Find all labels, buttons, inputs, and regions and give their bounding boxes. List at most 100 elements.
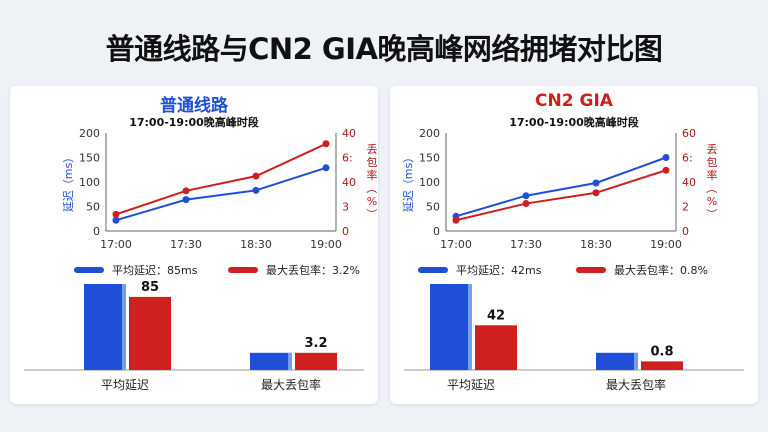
data-point-blue xyxy=(592,179,600,187)
bar-blue-highlight xyxy=(288,352,292,370)
legend-label-loss: 最大丢包率：3.2% xyxy=(266,264,360,277)
series-line-red xyxy=(455,169,667,222)
bar-category-label: 平均延迟 xyxy=(447,378,495,392)
legend: 平均延迟：85ms 最大丢包率：3.2% xyxy=(10,262,378,278)
bar-red xyxy=(129,296,171,370)
bar-blue xyxy=(250,352,292,370)
y-axis-label-right-char: 包 xyxy=(367,156,378,169)
y-tick-label-left: 150 xyxy=(419,152,440,165)
bar-data-label: 0.8 xyxy=(650,344,673,359)
y-tick-label-right: 40 xyxy=(342,127,356,140)
data-point-blue xyxy=(182,196,190,204)
y-axis-label-left: 延迟（ms） xyxy=(402,152,415,212)
data-point-red xyxy=(322,140,330,148)
y-axis-label-right-char: 丢 xyxy=(367,143,378,156)
y-tick-label-left: 200 xyxy=(79,127,100,140)
y-axis-label-right-char: 率 xyxy=(367,168,378,182)
x-tick-label: 19:00 xyxy=(310,238,342,251)
x-tick-label: 18:30 xyxy=(580,238,612,251)
y-axis-label-right-char: ） xyxy=(705,209,718,220)
y-axis-label-right-char: 丢 xyxy=(707,143,718,156)
y-axis-label-right-char: % xyxy=(367,195,377,208)
legend-swatch-blue xyxy=(418,267,448,273)
legend-swatch-blue xyxy=(74,267,104,273)
bar-red xyxy=(475,325,517,370)
y-tick-label-left: 100 xyxy=(419,176,440,189)
line-chart-standard: 0 50 100 150 200 0 3 40 6: 40 17:00 17:30 18:30 19:00… xyxy=(62,127,378,251)
bar-red xyxy=(641,361,683,370)
y-axis-label-right-char: （ xyxy=(365,183,378,194)
y-tick-label-right: 60 xyxy=(682,127,696,140)
legend-swatch-red xyxy=(576,267,606,273)
y-axis-label-right-char: 包 xyxy=(707,156,718,169)
y-tick-label-right: 0 xyxy=(342,225,349,238)
data-point-blue xyxy=(522,192,530,200)
series-line-red xyxy=(115,142,327,216)
y-tick-label-right: 40 xyxy=(342,176,356,189)
bar-data-label: 85 xyxy=(141,280,159,295)
legend-label-loss: 最大丢包率：0.8% xyxy=(614,264,708,277)
panel-subtitle: 17:00-19:00晚高峰时段 xyxy=(129,116,259,129)
y-tick-label-right: 6: xyxy=(682,152,693,165)
series-line-blue xyxy=(455,156,667,218)
bar-blue xyxy=(84,284,126,370)
legend: 平均延迟：42ms 最大丢包率：0.8% xyxy=(390,262,758,278)
data-point-red xyxy=(182,187,190,195)
bar-data-label: 3.2 xyxy=(304,336,327,351)
bar-chart-standard: 85 平均延迟 3.2 最大丢包率 xyxy=(24,280,364,392)
line-chart-cn2: 0 50 100 150 200 0 2 40 6: 60 17:00 17:30 18:30 19:00… xyxy=(402,127,718,251)
x-tick-label: 17:00 xyxy=(100,238,132,251)
y-axis-label-right-char: ） xyxy=(365,209,378,220)
x-tick-label: 17:30 xyxy=(170,238,202,251)
data-point-red xyxy=(592,189,600,197)
y-axis-label-right-char: 率 xyxy=(707,168,718,182)
bar-blue xyxy=(430,284,472,370)
panel-cn2-gia: CN2 GIA 17:00-19:00晚高峰时段 0 50 100 150 200 0 2 4… xyxy=(390,86,758,404)
data-point-red xyxy=(112,210,120,218)
legend-item-loss: 最大丢包率：3.2% xyxy=(228,262,360,278)
page-title: 普通线路与CN2 GIA晚高峰网络拥堵对比图 xyxy=(105,32,663,66)
panel-title: 普通线路 xyxy=(160,96,228,116)
y-tick-label-left: 50 xyxy=(86,201,100,214)
y-tick-label-left: 150 xyxy=(79,152,100,165)
bar-blue-highlight xyxy=(634,352,638,370)
y-axis-label-right-char: % xyxy=(707,195,717,208)
y-tick-label-left: 0 xyxy=(433,225,440,238)
bar-blue-highlight xyxy=(468,284,472,370)
x-tick-label: 17:30 xyxy=(510,238,542,251)
legend-label-latency: 平均延迟：42ms xyxy=(456,264,542,277)
bar-data-label: 42 xyxy=(487,308,505,323)
bar-red xyxy=(295,352,337,370)
data-point-red xyxy=(252,172,260,180)
y-tick-label-left: 50 xyxy=(426,201,440,214)
data-point-blue xyxy=(662,154,670,161)
y-tick-label-left: 100 xyxy=(79,176,100,189)
bar-category-label: 最大丢包率 xyxy=(261,377,321,392)
y-tick-label-right: 2 xyxy=(682,201,689,214)
y-tick-label-left: 0 xyxy=(93,225,100,238)
y-tick-label-right: 3 xyxy=(342,201,349,214)
y-tick-label-right: 6: xyxy=(342,152,353,165)
legend-item-loss: 最大丢包率：0.8% xyxy=(576,262,708,278)
data-point-blue xyxy=(112,216,120,224)
panel-standard-route: 普通线路 17:00-19:00晚高峰时段 0 50 100 150 200 0 3 40 6:… xyxy=(10,86,378,404)
panel-title: CN2 GIA xyxy=(535,91,613,111)
y-tick-label-right: 40 xyxy=(682,176,696,189)
bar-category-label: 平均延迟 xyxy=(101,378,149,392)
y-axis-label-right-char: （ xyxy=(705,183,718,194)
y-tick-label-left: 200 xyxy=(419,127,440,140)
y-tick-label-right: 0 xyxy=(682,225,689,238)
data-point-red xyxy=(452,216,460,224)
legend-item-latency: 平均延迟：85ms xyxy=(74,262,197,278)
bar-blue xyxy=(596,352,638,370)
x-tick-label: 19:00 xyxy=(650,238,682,251)
data-point-red xyxy=(662,166,670,174)
y-axis-label-left: 延迟（ms） xyxy=(62,152,75,212)
legend-swatch-red xyxy=(228,267,258,273)
legend-label-latency: 平均延迟：85ms xyxy=(112,264,198,277)
bar-chart-cn2: 42 平均延迟 0.8 最大丢包率 xyxy=(404,284,744,392)
bar-blue-highlight xyxy=(122,284,126,370)
panel-subtitle: 17:00-19:00晚高峰时段 xyxy=(509,116,639,129)
series-line-blue xyxy=(115,166,327,222)
data-point-blue xyxy=(252,186,260,194)
